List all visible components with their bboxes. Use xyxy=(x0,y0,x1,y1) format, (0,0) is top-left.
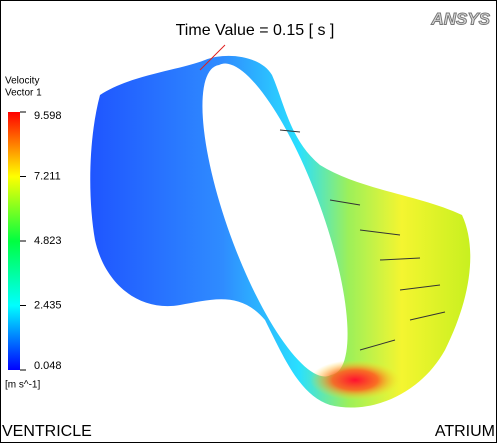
tick-label: 2.435 xyxy=(34,299,62,311)
tick-label: 9.598 xyxy=(34,110,62,122)
label-right: ATRIUM xyxy=(435,423,495,440)
logo: ANSYS xyxy=(430,9,490,28)
tick-label: 7.211 xyxy=(34,170,61,182)
render-view: Time Value = 0.15 [ s ] ANSYS Velocity V… xyxy=(0,0,497,443)
page: {"title": "Time Value = 0.15 [ s ]", "lo… xyxy=(0,0,497,443)
tick-label: 0.048 xyxy=(34,360,62,372)
legend-unit: [m s^-1] xyxy=(5,380,40,391)
color-bar xyxy=(8,112,20,370)
legend-title: Vector 1 xyxy=(5,88,42,99)
title: Time Value = 0.15 [ s ] xyxy=(176,22,335,39)
label-left: VENTRICLE xyxy=(2,423,92,440)
tick-label: 4.823 xyxy=(34,235,62,247)
high-velocity-zone xyxy=(310,360,400,400)
legend-title: Velocity xyxy=(5,76,39,87)
